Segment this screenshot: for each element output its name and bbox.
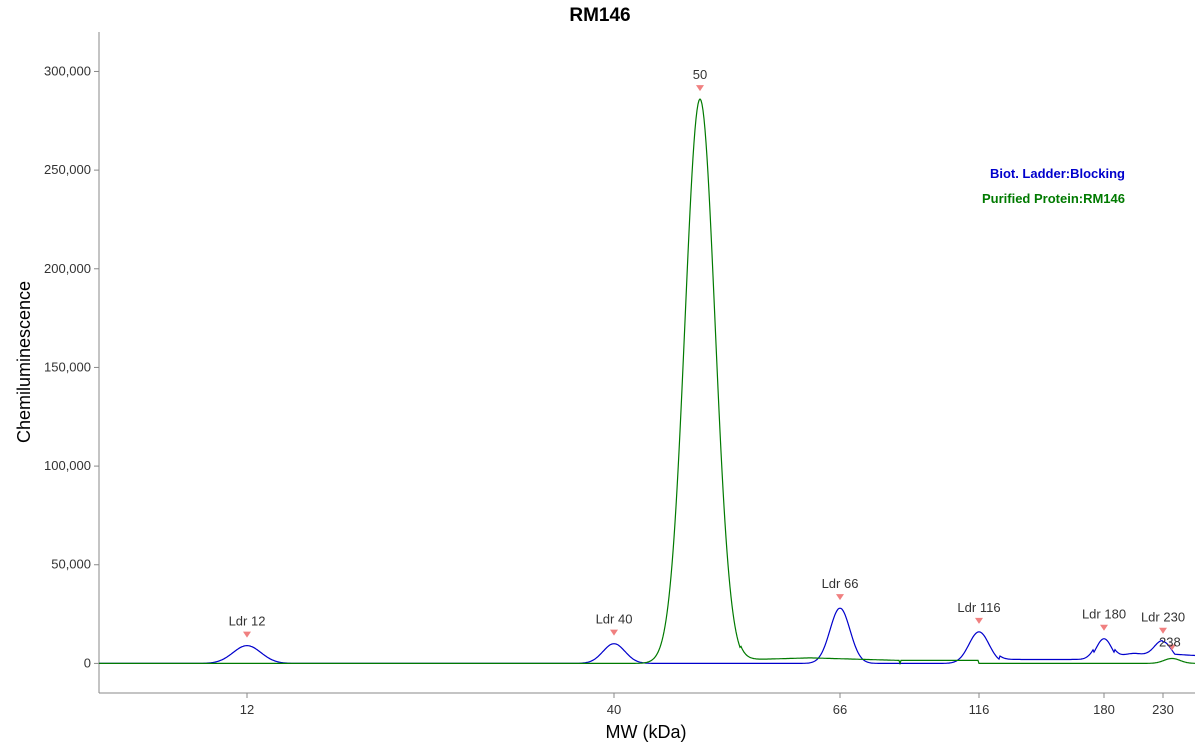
peak-markers: Ldr 12 Ldr 40 50 Ldr 66 Ldr 116 Ldr 180 Ldr 23…: [229, 67, 1185, 651]
peak-marker: [1159, 627, 1167, 634]
y-tick-label: 0: [84, 655, 91, 670]
y-tick-label: 250,000: [44, 162, 91, 177]
y-axis-label: Chemiluminescence: [14, 281, 34, 443]
series-lines: [99, 98, 1196, 666]
peak-label: 238: [1159, 634, 1181, 649]
y-tick-label: 100,000: [44, 458, 91, 473]
peak-marker: [610, 629, 618, 636]
legend-item-ladder: Biot. Ladder:Blocking: [990, 166, 1125, 181]
peak-label: Ldr 180: [1082, 607, 1126, 622]
x-tick-label: 230: [1152, 702, 1174, 717]
peak-marker: [975, 617, 983, 624]
series-line-ladder: [99, 607, 1196, 665]
peak-label: Ldr 230: [1141, 610, 1185, 625]
x-tick-label: 116: [969, 702, 990, 717]
y-tick-label: 150,000: [44, 359, 91, 374]
peak-label: Ldr 66: [822, 576, 859, 591]
peak-marker: [1100, 624, 1108, 631]
peak-label: Ldr 12: [229, 614, 266, 629]
x-tick-label: 66: [833, 702, 847, 717]
y-ticks: 0 50,000 100,000 150,000 200,000 250,000 300,0…: [44, 63, 99, 670]
x-tick-label: 180: [1093, 702, 1115, 717]
x-tick-label: 12: [240, 702, 254, 717]
legend: Biot. Ladder:Blocking Purified Protein:R…: [982, 166, 1125, 206]
peak-marker: [696, 85, 704, 92]
legend-item-protein: Purified Protein:RM146: [982, 191, 1125, 206]
x-axis-label: MW (kDa): [606, 722, 687, 742]
peak-label: Ldr 116: [957, 600, 1000, 615]
peak-marker: [1168, 644, 1176, 651]
x-ticks: 12 40 66 116 180 230: [240, 693, 1174, 717]
peak-label: 50: [693, 67, 707, 82]
series-line-protein: [99, 98, 1195, 666]
y-tick-label: 200,000: [44, 261, 91, 276]
chart-title: RM146: [569, 5, 630, 26]
peak-marker: [836, 594, 844, 601]
peak-marker: [243, 631, 251, 638]
x-tick-label: 40: [607, 702, 621, 717]
peak-label: Ldr 40: [596, 612, 633, 627]
y-tick-label: 300,000: [44, 63, 91, 78]
y-tick-label: 50,000: [51, 557, 91, 572]
